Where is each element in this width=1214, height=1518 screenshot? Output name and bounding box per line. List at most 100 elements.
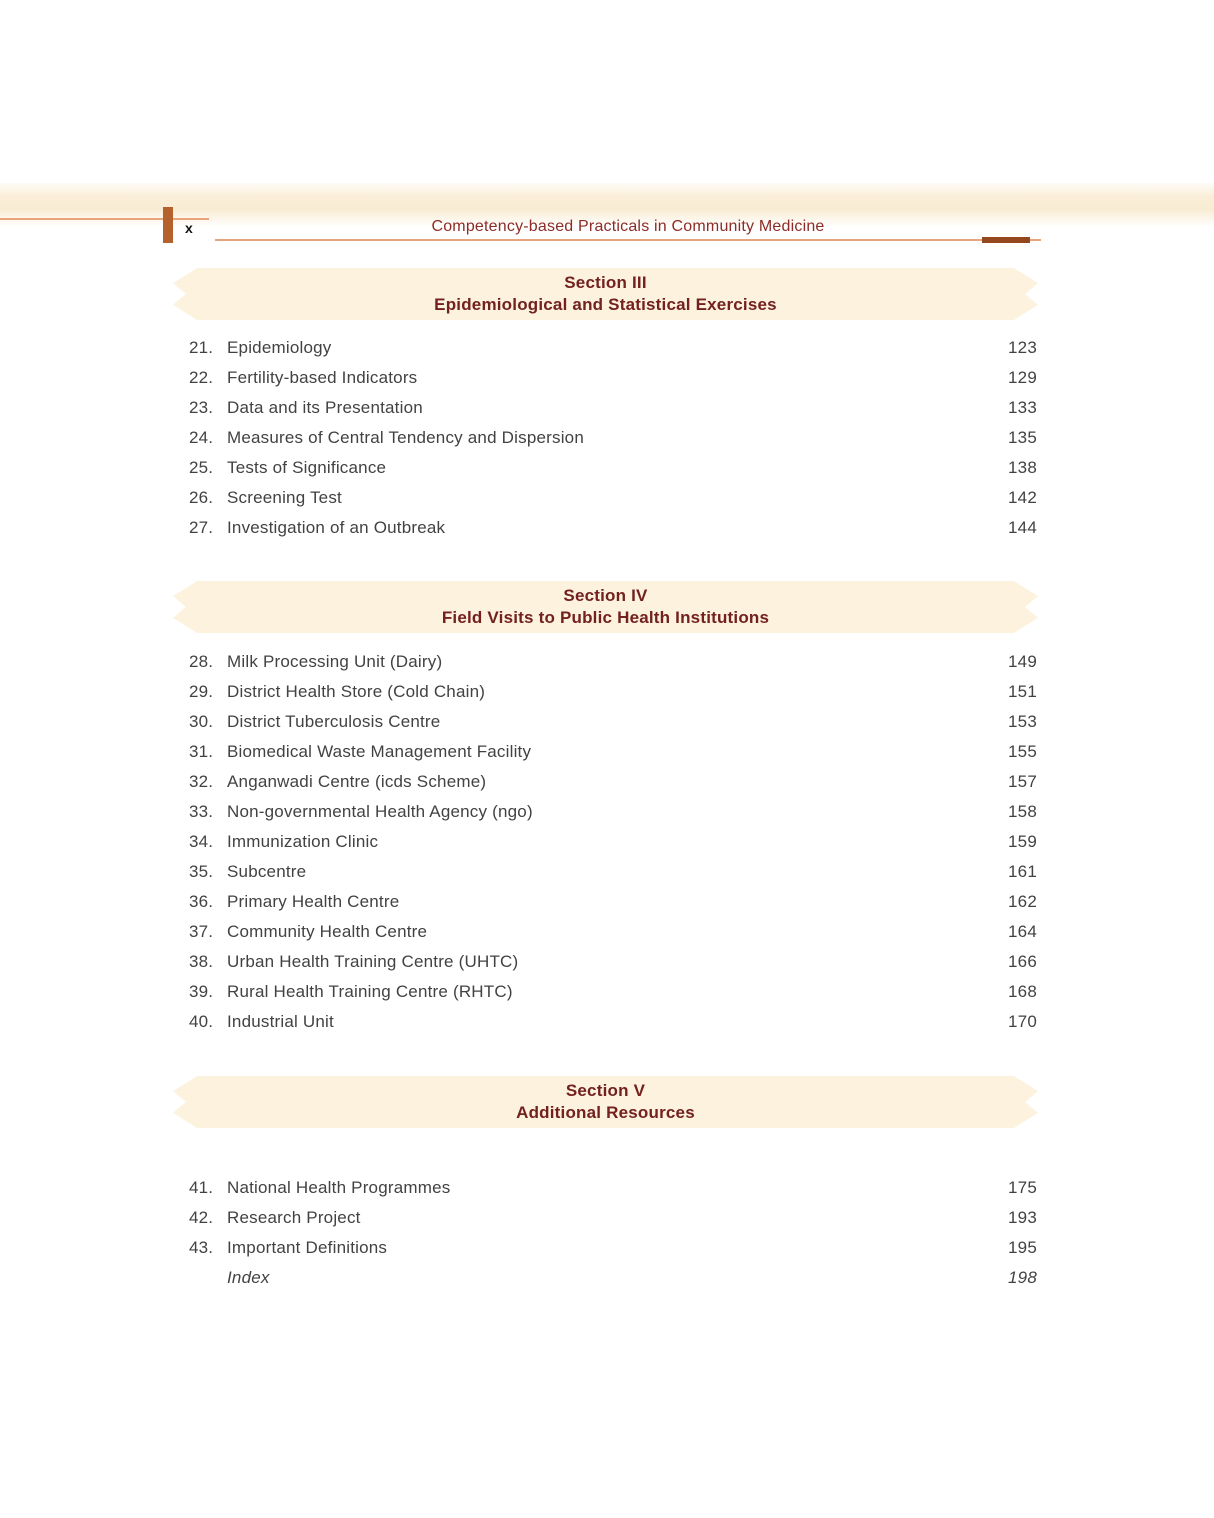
entry-page-number: 162 bbox=[1008, 892, 1037, 911]
entry-number: 26. bbox=[189, 488, 214, 507]
entry-page-number: 135 bbox=[1008, 428, 1037, 447]
entry-page-number: 155 bbox=[1008, 742, 1037, 761]
entry-page-number: 195 bbox=[1008, 1238, 1037, 1257]
entry-number: 37. bbox=[189, 922, 214, 941]
entry-number: 40. bbox=[189, 1012, 214, 1031]
section-banner: Section V Additional Resources bbox=[173, 1076, 1038, 1128]
entry-title: Epidemiology bbox=[227, 338, 332, 357]
toc-entry: 36. Primary Health Centre 162 bbox=[189, 887, 1037, 917]
entry-title: Fertility-based Indicators bbox=[227, 368, 418, 387]
section-subtitle: Field Visits to Public Health Institutio… bbox=[441, 608, 770, 627]
section-title: Section IV bbox=[563, 586, 648, 605]
entry-page-number: 164 bbox=[1008, 922, 1037, 941]
entry-number: 41. bbox=[189, 1178, 214, 1197]
entry-number: 42. bbox=[189, 1208, 214, 1227]
toc-entry: 37. Community Health Centre 164 bbox=[189, 917, 1037, 947]
running-head-title: Competency-based Practicals in Community… bbox=[431, 218, 825, 235]
toc-entry: 24. Measures of Central Tendency and Disp… bbox=[189, 423, 1037, 453]
entry-page-number: 198 bbox=[1008, 1268, 1037, 1287]
section-entries: 21. Epidemiology 123 22. Fertility-based Ind… bbox=[189, 333, 1037, 543]
toc-section: Section V Additional Resources 41. National… bbox=[0, 1076, 1214, 1293]
toc-entry: 22. Fertility-based Indicators 129 bbox=[189, 363, 1037, 393]
toc-entry: 39. Rural Health Training Centre (RHTC) 16… bbox=[189, 977, 1037, 1007]
entry-number: 23. bbox=[189, 398, 214, 417]
toc-entry: 40. Industrial Unit 170 bbox=[189, 1007, 1037, 1037]
entry-number: 30. bbox=[189, 712, 214, 731]
section-banner: Section III Epidemiological and Statistic… bbox=[173, 268, 1038, 320]
page-folio: x bbox=[185, 220, 193, 236]
entry-title: Rural Health Training Centre (RHTC) bbox=[227, 982, 513, 1001]
entry-page-number: 159 bbox=[1008, 832, 1037, 851]
entry-title: Data and its Presentation bbox=[227, 398, 423, 417]
entry-page-number: 168 bbox=[1008, 982, 1037, 1001]
entry-page-number: 142 bbox=[1008, 488, 1037, 507]
toc-entry: 34. Immunization Clinic 159 bbox=[189, 827, 1037, 857]
entry-title: District Health Store (Cold Chain) bbox=[227, 682, 486, 701]
entry-number: 22. bbox=[189, 368, 214, 387]
entry-number: 27. bbox=[189, 518, 214, 537]
entry-page-number: 166 bbox=[1008, 952, 1037, 971]
toc-entry: 26. Screening Test 142 bbox=[189, 483, 1037, 513]
entry-title: Industrial Unit bbox=[227, 1012, 334, 1031]
entry-number: 34. bbox=[189, 832, 214, 851]
section-title: Section III bbox=[564, 273, 647, 292]
entry-number: 21. bbox=[189, 338, 214, 357]
entry-page-number: 123 bbox=[1008, 338, 1037, 357]
running-head-dash bbox=[982, 237, 1030, 243]
toc-entry: 43. Important Definitions 195 bbox=[189, 1233, 1037, 1263]
entry-title: Community Health Centre bbox=[227, 922, 428, 941]
entry-title: Biomedical Waste Management Facility bbox=[227, 742, 532, 761]
entry-page-number: 157 bbox=[1008, 772, 1037, 791]
entry-number: 39. bbox=[189, 982, 214, 1001]
toc-entry: 21. Epidemiology 123 bbox=[189, 333, 1037, 363]
entry-title: Anganwadi Centre (icds Scheme) bbox=[227, 772, 487, 791]
entry-page-number: 153 bbox=[1008, 712, 1037, 731]
toc-entry: 31. Biomedical Waste Management Facility 1… bbox=[189, 737, 1037, 767]
entry-title: Tests of Significance bbox=[227, 458, 387, 477]
entry-number: 31. bbox=[189, 742, 214, 761]
entry-title: Subcentre bbox=[227, 862, 307, 881]
toc-section: Section III Epidemiological and Statistic… bbox=[0, 268, 1214, 543]
entry-title: Screening Test bbox=[227, 488, 342, 507]
entry-title: District Tuberculosis Centre bbox=[227, 712, 441, 731]
entry-number: 32. bbox=[189, 772, 214, 791]
entry-title: Immunization Clinic bbox=[227, 832, 379, 851]
toc-entry: 30. District Tuberculosis Centre 153 bbox=[189, 707, 1037, 737]
toc-section: Section IV Field Visits to Public Health … bbox=[0, 581, 1214, 1037]
entry-title: Milk Processing Unit (Dairy) bbox=[227, 652, 443, 671]
toc-entry: 25. Tests of Significance 138 bbox=[189, 453, 1037, 483]
entry-page-number: 175 bbox=[1008, 1178, 1037, 1197]
toc-entry: 32. Anganwadi Centre (icds Scheme) 157 bbox=[189, 767, 1037, 797]
entry-page-number: 149 bbox=[1008, 652, 1037, 671]
entry-page-number: 133 bbox=[1008, 398, 1037, 417]
toc-entry: 23. Data and its Presentation 133 bbox=[189, 393, 1037, 423]
entry-title: Important Definitions bbox=[227, 1238, 388, 1257]
entry-number: 24. bbox=[189, 428, 214, 447]
folio-marker-bar bbox=[163, 207, 173, 243]
toc-entry: 38. Urban Health Training Centre (UHTC) 16… bbox=[189, 947, 1037, 977]
entry-title: Index bbox=[227, 1268, 270, 1287]
entry-number: 29. bbox=[189, 682, 214, 701]
toc-entry: 42. Research Project 193 bbox=[189, 1203, 1037, 1233]
entry-page-number: 129 bbox=[1008, 368, 1037, 387]
entry-page-number: 170 bbox=[1008, 1012, 1037, 1031]
toc-entry: 29. District Health Store (Cold Chain) 151 bbox=[189, 677, 1037, 707]
toc-entry: 33. Non-governmental Health Agency (ngo) 1… bbox=[189, 797, 1037, 827]
entry-title: Urban Health Training Centre (UHTC) bbox=[227, 952, 519, 971]
section-subtitle: Epidemiological and Statistical Exercise… bbox=[434, 295, 777, 314]
entry-title: Primary Health Centre bbox=[227, 892, 400, 911]
entry-title: Non-governmental Health Agency (ngo) bbox=[227, 802, 533, 821]
running-head-rule bbox=[215, 239, 1041, 241]
section-entries: 41. National Health Programmes 175 42. Resea… bbox=[189, 1173, 1037, 1293]
entry-page-number: 144 bbox=[1008, 518, 1037, 537]
entry-title: Measures of Central Tendency and Dispers… bbox=[227, 428, 584, 447]
section-subtitle: Additional Resources bbox=[516, 1103, 695, 1122]
toc-entry: 28. Milk Processing Unit (Dairy) 149 bbox=[189, 647, 1037, 677]
section-banner: Section IV Field Visits to Public Health … bbox=[173, 581, 1038, 633]
entry-page-number: 151 bbox=[1008, 682, 1037, 701]
entry-title: Investigation of an Outbreak bbox=[227, 518, 446, 537]
entry-number: 35. bbox=[189, 862, 214, 881]
toc-entry: Index 198 bbox=[189, 1263, 1037, 1293]
entry-page-number: 161 bbox=[1008, 862, 1037, 881]
section-title: Section V bbox=[565, 1081, 646, 1100]
